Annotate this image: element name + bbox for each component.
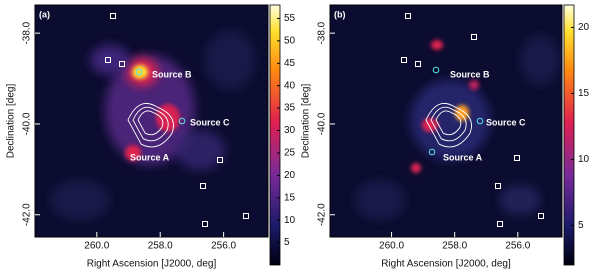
- colorbar-tick-label: 5: [284, 237, 290, 248]
- colorbar-tick-label: 40: [284, 80, 296, 91]
- emission: [520, 35, 560, 85]
- source-label: Source B: [450, 69, 490, 79]
- emission: [410, 80, 490, 160]
- colorbar-tick-label: 35: [284, 103, 296, 114]
- colorbar-tick-label: 5: [578, 220, 584, 231]
- colorbar: [563, 4, 575, 266]
- marker-circle: [178, 117, 186, 125]
- x-tick-label: 260.0: [84, 241, 109, 252]
- source-label: Source C: [486, 117, 526, 127]
- marker-square: [538, 213, 544, 219]
- emission: [132, 65, 148, 79]
- plot-frame: [34, 4, 269, 238]
- map-image: [355, 13, 560, 227]
- emission: [125, 145, 141, 161]
- contour: [435, 110, 462, 136]
- emission: [156, 104, 180, 132]
- emission: [431, 40, 443, 50]
- emission: [50, 180, 110, 220]
- emission: [205, 30, 255, 90]
- marker-circle: [432, 66, 440, 74]
- colorbar-tick-label: 10: [578, 154, 590, 165]
- marker-square: [202, 221, 208, 227]
- y-tick-label: -42.0: [22, 203, 33, 226]
- marker-circle: [428, 148, 436, 156]
- marker-square: [401, 57, 407, 63]
- colorbar: [269, 4, 281, 266]
- y-tick-label: -40.0: [317, 112, 328, 135]
- colorbar-tick-label: 55: [284, 13, 296, 24]
- colorbar-tick-label: 25: [284, 148, 296, 159]
- contour: [430, 106, 467, 142]
- marker-square: [110, 13, 116, 19]
- marker-square: [200, 183, 206, 189]
- emission: [175, 130, 225, 170]
- marker-square: [119, 61, 125, 67]
- contour: [137, 110, 164, 136]
- marker-square: [497, 221, 503, 227]
- marker-circle: [476, 117, 484, 125]
- y-tick-label: -42.0: [317, 203, 328, 226]
- colorbar-tick-label: 30: [284, 125, 296, 136]
- colorbar-tick-label: 50: [284, 36, 296, 47]
- x-tick-label: 258.0: [442, 241, 467, 252]
- source-label: Source C: [190, 117, 230, 127]
- x-tick-label: 258.0: [148, 241, 173, 252]
- source-label: Source A: [443, 152, 483, 162]
- contour: [425, 103, 472, 148]
- colorbar-tick-label: 10: [284, 215, 296, 226]
- emission: [355, 180, 405, 220]
- marker-square: [405, 13, 411, 19]
- source-label: Source B: [152, 69, 192, 79]
- marker-square: [105, 57, 111, 63]
- marker-square: [415, 61, 421, 67]
- y-tick-label: -38.0: [22, 21, 33, 44]
- x-tick-label: 256.0: [211, 241, 236, 252]
- colorbar-tick-label: 15: [578, 88, 590, 99]
- marker-square: [495, 183, 501, 189]
- marker-square: [217, 157, 223, 163]
- y-tick-label: -40.0: [22, 112, 33, 135]
- marker-circle: [135, 68, 143, 76]
- emission: [105, 55, 195, 165]
- emission: [422, 118, 438, 132]
- x-tick-label: 260.0: [379, 241, 404, 252]
- source-label: Source A: [130, 152, 170, 162]
- plot-frame: [329, 4, 563, 238]
- marker-square: [243, 213, 249, 219]
- emission: [469, 80, 479, 90]
- colorbar-tick-label: 20: [284, 170, 296, 181]
- colorbar-tick-label: 15: [284, 192, 296, 203]
- x-tick-label: 256.0: [505, 241, 530, 252]
- x-axis-label: Right Ascension [J2000, deg]: [87, 259, 217, 270]
- emission: [411, 163, 421, 173]
- y-axis-label: Declination [deg]: [6, 84, 17, 159]
- colorbar-tick-label: 20: [578, 22, 590, 33]
- colorbar-tick-label: 45: [284, 58, 296, 69]
- contour: [132, 106, 169, 142]
- y-tick-label: -38.0: [317, 21, 328, 44]
- map-image: [50, 13, 255, 227]
- marker-square: [471, 34, 477, 40]
- y-axis-label: Declination [deg]: [301, 84, 312, 159]
- x-axis-label: Right Ascension [J2000, deg]: [381, 259, 511, 270]
- panel-label: (a): [39, 9, 50, 19]
- emission: [500, 185, 540, 215]
- contour: [127, 103, 174, 148]
- marker-square: [514, 155, 520, 161]
- panel-label: (b): [334, 9, 346, 19]
